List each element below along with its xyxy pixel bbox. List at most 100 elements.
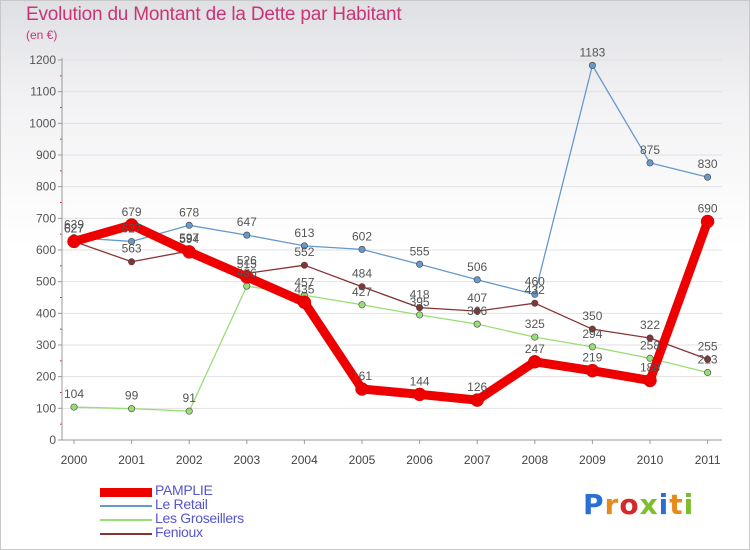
data-label: 91 (183, 391, 197, 405)
data-label: 432 (525, 283, 545, 297)
data-label: 484 (352, 267, 372, 281)
legend-label: Le Retail (155, 496, 208, 512)
data-point (700, 214, 715, 229)
data-label: 594 (179, 232, 199, 246)
y-tick-label: 0 (49, 433, 56, 447)
data-point (473, 307, 481, 315)
data-label: 875 (640, 143, 660, 157)
data-point (240, 270, 254, 284)
data-label: 830 (698, 157, 718, 171)
data-point (182, 245, 196, 259)
legend-swatch (100, 487, 152, 497)
data-point (643, 373, 657, 388)
x-tick-label: 2005 (349, 453, 376, 467)
x-tick-label: 2001 (118, 453, 145, 467)
data-label: 126 (467, 380, 487, 394)
data-label: 255 (698, 339, 718, 353)
y-tick-label: 1200 (29, 53, 56, 67)
data-label: 99 (125, 389, 139, 403)
data-point (588, 343, 596, 351)
data-point (646, 354, 654, 362)
logo-letter: r (604, 488, 620, 521)
data-label: 613 (294, 226, 314, 240)
logo-letter: P (583, 488, 605, 521)
data-label: 690 (698, 202, 718, 216)
data-point (473, 276, 481, 284)
legend-label: Les Groseillers (155, 510, 244, 526)
x-tick-label: 2004 (291, 453, 318, 467)
data-point (416, 311, 424, 319)
data-point (70, 403, 78, 411)
x-tick-label: 2007 (464, 453, 491, 467)
data-label: 427 (352, 285, 372, 299)
y-tick-label: 800 (36, 180, 56, 194)
data-label: 161 (352, 369, 372, 383)
data-label: 506 (467, 260, 487, 274)
data-label: 486 (237, 266, 257, 280)
data-label: 258 (640, 338, 660, 352)
x-tick-label: 2002 (176, 453, 203, 467)
y-tick-label: 600 (36, 243, 56, 257)
data-point (185, 407, 193, 415)
x-tick-label: 2010 (637, 453, 664, 467)
data-point (646, 159, 654, 167)
data-label: 552 (294, 245, 314, 259)
data-point (704, 173, 712, 181)
data-point (297, 295, 312, 309)
legend-label: PAMPLIE (155, 482, 213, 498)
logo-letter: o (619, 488, 640, 521)
data-point (585, 363, 600, 378)
data-point (67, 234, 81, 249)
x-tick-label: 2006 (406, 453, 433, 467)
data-label: 213 (698, 353, 718, 367)
data-label: 647 (237, 215, 257, 229)
data-point (416, 260, 424, 268)
data-label: 526 (237, 253, 257, 267)
logo-letter: t (669, 488, 684, 521)
series-line-les-groseillers (73, 285, 709, 412)
data-point (588, 61, 596, 69)
y-tick-label: 700 (36, 211, 56, 225)
data-label: 515 (237, 257, 257, 271)
data-label: 418 (410, 288, 430, 302)
data-label: 627 (122, 221, 142, 235)
y-tick-label: 1000 (29, 116, 56, 130)
series-line-fenioux (73, 240, 709, 360)
proxiti-logo: Proxiti (583, 488, 694, 521)
x-tick-label: 2011 (695, 453, 721, 467)
y-tick-label: 1100 (30, 85, 56, 99)
data-label: 350 (582, 309, 602, 323)
logo-letter: i (683, 488, 695, 521)
data-label: 294 (582, 327, 602, 341)
data-label: 627 (64, 221, 84, 235)
data-point (528, 355, 542, 369)
y-tick-label: 900 (36, 148, 56, 162)
legend-swatch (100, 533, 152, 535)
series-line-le-retail (73, 64, 709, 295)
data-label: 627 (64, 221, 84, 235)
data-point (128, 258, 136, 266)
data-point (704, 355, 712, 363)
x-tick-label: 2008 (521, 453, 548, 467)
data-point (531, 299, 539, 307)
data-label: 366 (467, 304, 487, 318)
data-point (531, 290, 539, 298)
data-point (300, 261, 308, 269)
data-point (300, 242, 308, 250)
data-label: 679 (122, 205, 142, 219)
x-tick-label: 2009 (579, 453, 606, 467)
data-point (124, 218, 139, 232)
legend-label: Fenioux (155, 524, 203, 540)
data-point (128, 405, 136, 413)
y-tick-label: 200 (36, 370, 56, 384)
data-label: 457 (294, 275, 314, 289)
data-label: 460 (525, 274, 545, 288)
y-tick-label: 100 (36, 401, 56, 415)
data-point (588, 325, 596, 333)
data-label: 104 (64, 387, 84, 401)
logo-letter: i (658, 488, 670, 521)
data-point (358, 245, 366, 253)
chart-title: Evolution du Montant de la Dette par Hab… (26, 4, 402, 25)
data-label: 555 (410, 244, 430, 258)
